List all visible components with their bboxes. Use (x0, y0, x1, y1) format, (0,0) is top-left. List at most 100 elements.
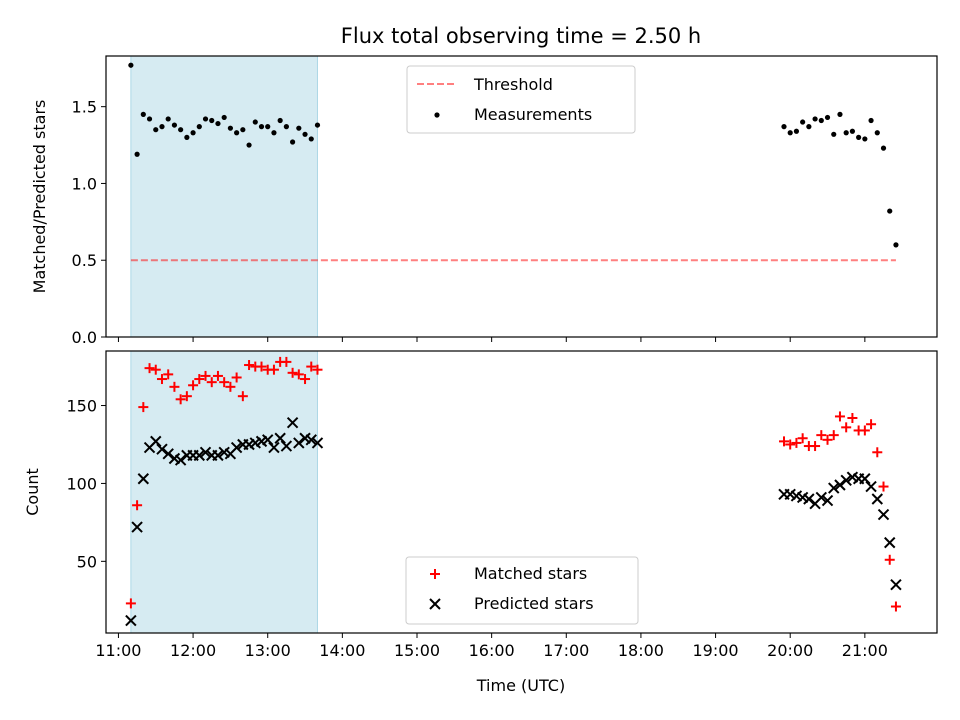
measurement-point (818, 117, 824, 124)
predicted-star-mark-b (846, 471, 859, 483)
predicted-star-point (125, 614, 137, 627)
predicted-star-point (131, 521, 143, 533)
measurement-point (824, 114, 831, 121)
predicted-star-mark-b (268, 441, 280, 454)
predicted-star-mark-b (803, 493, 815, 505)
matched-star-point (237, 391, 248, 402)
predicted-star-point (884, 536, 896, 549)
measurement-point (153, 127, 159, 133)
measurement-point (265, 124, 271, 130)
y-tick-label: 150 (66, 397, 97, 416)
matched-star-point (300, 374, 311, 385)
matched-star-point (306, 361, 317, 372)
predicted-star-point (865, 480, 877, 493)
predicted-star-mark-b (293, 437, 305, 449)
matched-star-point (194, 374, 205, 385)
predicted-star-mark-b (890, 578, 902, 591)
measurement-point (874, 130, 880, 136)
observing-window-shade (130, 350, 318, 634)
predicted-star-point (293, 437, 305, 449)
predicted-star-point (156, 443, 168, 455)
predicted-star-point (821, 494, 834, 507)
predicted-star-point (859, 473, 871, 485)
predicted-star-mark-b (168, 452, 181, 465)
predicted-star-point (137, 473, 150, 485)
measurement-point (196, 124, 202, 130)
measurement-point (862, 136, 868, 142)
predicted-star-point (230, 441, 243, 454)
measurement-point (290, 139, 296, 145)
matched-star-point (231, 372, 242, 383)
predicted-star-point (834, 479, 846, 491)
matched-star-point (268, 364, 279, 375)
predicted-star-point (815, 491, 828, 504)
predicted-star-mark-b (199, 446, 212, 458)
matched-star-point (878, 481, 889, 492)
predicted-star-mark-b (150, 435, 162, 448)
measurement-point (800, 119, 806, 125)
matched-star-point (212, 370, 223, 381)
matched-star-point (156, 374, 167, 385)
predicted-star-mark-b (790, 490, 803, 502)
predicted-star-point (890, 578, 902, 591)
predicted-star-point (803, 493, 815, 505)
matched-star-point (778, 436, 789, 447)
measurement-point (165, 116, 171, 122)
measurement-point (812, 116, 818, 122)
measurement-point (140, 111, 146, 117)
legend-threshold-label: Threshold (473, 75, 553, 94)
matched-star-point (859, 425, 870, 436)
matched-star-point (834, 411, 845, 422)
predicted-star-point (193, 449, 206, 462)
matched-star-point (144, 363, 155, 374)
predicted-star-mark-b (156, 443, 168, 455)
matched-star-point (225, 381, 236, 392)
predicted-star-mark-b (137, 473, 150, 485)
measurement-point (252, 119, 258, 125)
measurement-point (234, 130, 240, 136)
x-tick-label: 19:00 (693, 641, 739, 660)
predicted-star-point (212, 449, 224, 462)
matched-star-point (163, 369, 174, 380)
y-tick-label: 50 (77, 552, 97, 571)
matched-star-point (841, 422, 852, 433)
measurement-point (246, 142, 252, 148)
legend-predicted-label: Predicted stars (474, 594, 594, 613)
predicted-star-mark-b (162, 448, 174, 460)
matched-star-point (816, 430, 827, 441)
y-tick-label: 0.0 (72, 328, 97, 347)
y-tick-label: 1.5 (72, 98, 97, 117)
measurement-point (849, 128, 856, 134)
measurement-point (227, 125, 234, 131)
measurement-point (240, 127, 246, 133)
predicted-star-mark-b (784, 488, 796, 501)
axes-frame (105, 55, 938, 338)
predicted-star-mark-b (871, 493, 883, 505)
legend-measurement-label: Measurements (474, 105, 592, 124)
measurement-point (283, 124, 289, 130)
y-axis-label: Count (23, 468, 42, 516)
matched-star-point (188, 380, 199, 391)
x-tick-label: 14:00 (319, 641, 365, 660)
axes-frame (105, 350, 938, 634)
matched-star-point (847, 412, 858, 423)
predicted-star-point (840, 474, 852, 487)
predicted-star-mark-b (125, 614, 137, 627)
matched-star-point (169, 381, 180, 392)
measurement-point (893, 242, 899, 248)
predicted-star-mark-b (280, 440, 293, 452)
matched-star-point (219, 377, 230, 388)
measurement-point (209, 117, 215, 124)
measurement-point (184, 134, 190, 140)
y-tick-label: 0.5 (72, 251, 97, 270)
measurement-point (837, 111, 843, 117)
predicted-star-mark-b (305, 434, 317, 446)
x-tick-label: 20:00 (767, 641, 813, 660)
observing-window-shade (130, 55, 318, 338)
measurement-point (178, 127, 184, 133)
measurement-point (134, 151, 140, 157)
x-tick-label: 16:00 (469, 641, 515, 660)
measurement-point (302, 131, 308, 137)
predicted-star-mark-b (859, 473, 871, 485)
measurement-point (806, 124, 812, 130)
